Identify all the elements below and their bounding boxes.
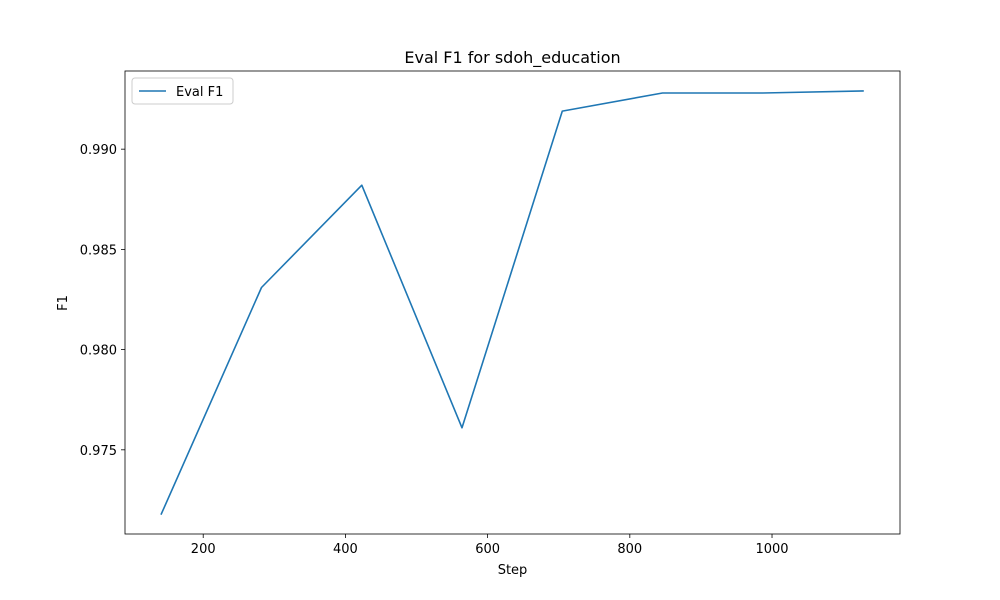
x-tick-label: 1000 [755, 542, 788, 557]
x-tick-label: 200 [191, 542, 216, 557]
legend-box [131, 77, 234, 105]
x-axis-label: Step [498, 563, 528, 578]
plot-area: 200 400 600 800 1000 0.975 0.980 0.985 0.990 Eval… [80, 70, 901, 557]
legend: Eval F1 [131, 77, 234, 105]
x-tick-label: 800 [617, 542, 642, 557]
plot-frame [124, 70, 901, 535]
y-axis-label: F1 [56, 295, 71, 311]
y-tick-label: 0.980 [80, 344, 117, 359]
chart-title: Eval F1 for sdoh_education [404, 48, 620, 68]
y-tick-label: 0.985 [80, 243, 117, 258]
x-tick-label: 400 [333, 542, 358, 557]
x-tick-label: 600 [475, 542, 500, 557]
y-tick-label: 0.975 [80, 444, 117, 459]
y-tick-label: 0.990 [80, 143, 117, 158]
series-line-1 [160, 90, 864, 516]
legend-label: Eval F1 [176, 85, 223, 100]
